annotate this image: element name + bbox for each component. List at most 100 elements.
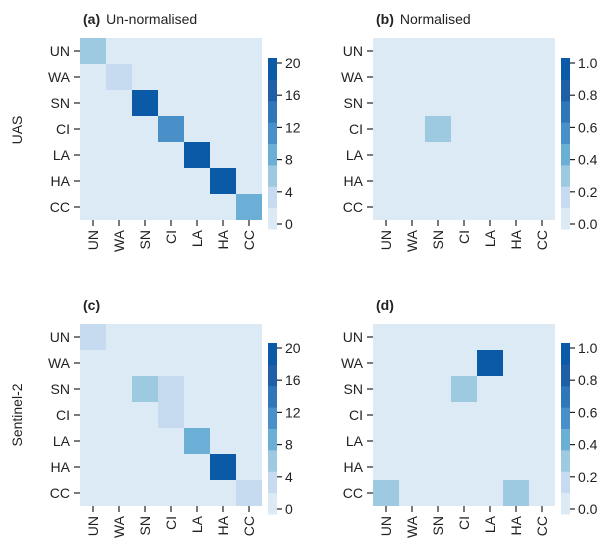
colorbar-segment [561, 58, 570, 80]
x-tick-label: HA [215, 229, 231, 249]
heatmap-cell [529, 428, 555, 454]
heatmap-cell [132, 480, 158, 506]
x-tick-label: LA [482, 229, 498, 247]
x-tick-label: WA [404, 515, 420, 538]
heatmap-cell [373, 480, 399, 506]
panel-letter: (d) [376, 297, 394, 313]
heatmap-cell [477, 376, 503, 402]
y-tick-label: WA [341, 355, 364, 371]
heatmap-cell [210, 480, 236, 506]
heatmap-cell [106, 90, 132, 116]
heatmap-cell [158, 64, 184, 90]
heatmap-cell [373, 194, 399, 220]
heatmap-cell [184, 142, 210, 168]
colorbar-segment [268, 164, 277, 187]
colorbar-tick-label: 0.2 [578, 184, 598, 200]
heatmap-cell [477, 116, 503, 142]
y-tick-label: HA [51, 173, 71, 189]
heatmap-cell [503, 194, 529, 220]
heatmap-cell [503, 90, 529, 116]
y-tick-label: HA [51, 459, 71, 475]
heatmap-cell [425, 480, 451, 506]
heatmap-cell [399, 64, 425, 90]
heatmap-cell [529, 194, 555, 220]
heatmap-cell [399, 350, 425, 376]
colorbar-tick-label: 16 [285, 87, 301, 103]
heatmap-cell [477, 64, 503, 90]
heatmap-cell [236, 90, 262, 116]
heatmap-cell [503, 350, 529, 376]
colorbar-segment [561, 143, 570, 166]
heatmap-cell [451, 376, 477, 402]
heatmap-cell [529, 38, 555, 64]
colorbar-segment [268, 207, 277, 230]
panel-title: (a) Un-normalised [83, 11, 197, 27]
heatmap-cell [529, 142, 555, 168]
heatmap-cell [210, 350, 236, 376]
heatmap-cell [399, 324, 425, 350]
heatmap-cell [158, 350, 184, 376]
heatmap-cell [210, 454, 236, 480]
x-tick-label: UN [378, 230, 394, 250]
heatmap-cell [106, 116, 132, 142]
heatmap-cell [184, 324, 210, 350]
heatmap-cell [158, 376, 184, 402]
heatmap-cell [210, 402, 236, 428]
heatmap-cell [132, 454, 158, 480]
heatmap-cell [184, 116, 210, 142]
y-tick-label: CC [50, 199, 70, 215]
heatmap-cell [106, 376, 132, 402]
heatmap-cell [451, 142, 477, 168]
heatmap-cell [451, 428, 477, 454]
heatmap-cell [80, 194, 106, 220]
heatmap-cell [425, 168, 451, 194]
colorbar-segment [268, 428, 277, 451]
colorbar-segment [268, 143, 277, 166]
x-tick-label: LA [189, 229, 205, 247]
colorbar-tick-label: 20 [285, 340, 301, 356]
colorbar-segment [561, 164, 570, 187]
heatmap-cell [503, 454, 529, 480]
heatmap-cell [373, 116, 399, 142]
heatmap-cell [184, 480, 210, 506]
heatmap-cell [451, 194, 477, 220]
heatmap-cell [132, 194, 158, 220]
heatmap-cell [425, 428, 451, 454]
heatmap-cell [373, 402, 399, 428]
heatmap-cell [399, 142, 425, 168]
colorbar-tick-label: 20 [285, 55, 301, 71]
heatmap-cell [184, 376, 210, 402]
colorbar-tick-label: 8 [285, 437, 293, 453]
heatmap-cell [80, 90, 106, 116]
heatmap-cell [373, 142, 399, 168]
heatmap-cell [106, 454, 132, 480]
heatmap-cell [451, 454, 477, 480]
colorbar-segment [561, 471, 570, 494]
heatmap-cell [80, 428, 106, 454]
heatmap-cell [158, 90, 184, 116]
heatmap-cell [529, 376, 555, 402]
heatmap-cell [236, 168, 262, 194]
heatmap-cell [529, 454, 555, 480]
heatmap-cell [132, 64, 158, 90]
y-tick-label: SN [51, 381, 70, 397]
heatmap-cell [477, 350, 503, 376]
panel-title: (d) [376, 297, 394, 313]
colorbar-segment [561, 122, 570, 144]
x-tick-label: CI [163, 230, 179, 244]
y-tick-label: CC [343, 485, 363, 501]
heatmap-cell [210, 142, 236, 168]
y-tick-label: UN [50, 43, 70, 59]
heatmap-cell [236, 38, 262, 64]
x-tick-label: CC [534, 516, 550, 536]
colorbar-tick-label: 1.0 [578, 55, 598, 71]
colorbar-tick-label: 8 [285, 152, 293, 168]
colorbar-segment [561, 407, 570, 429]
heatmap-cell [210, 194, 236, 220]
heatmap-cell [373, 324, 399, 350]
heatmap-cell [425, 194, 451, 220]
heatmap-cell [236, 324, 262, 350]
heatmap-cell [80, 64, 106, 90]
heatmap-cell [529, 350, 555, 376]
